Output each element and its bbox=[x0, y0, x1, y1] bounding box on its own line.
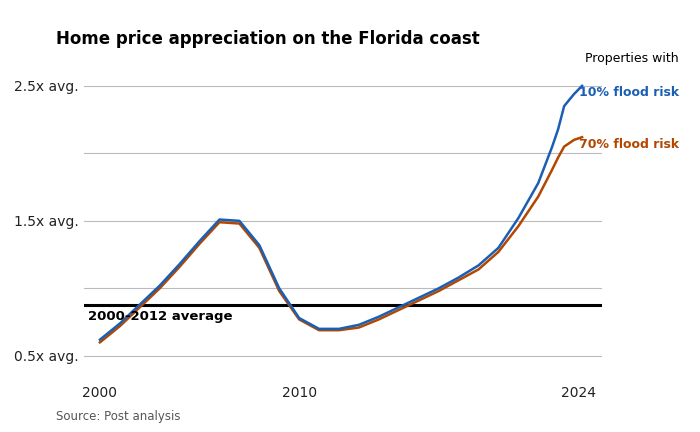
Text: Properties with: Properties with bbox=[585, 52, 679, 65]
Text: 10% flood risk: 10% flood risk bbox=[579, 86, 679, 99]
Text: Source: Post analysis: Source: Post analysis bbox=[56, 410, 181, 423]
Text: 70% flood risk: 70% flood risk bbox=[579, 138, 679, 151]
Text: Home price appreciation on the Florida coast: Home price appreciation on the Florida c… bbox=[56, 30, 480, 48]
Text: 2000-2012 average: 2000-2012 average bbox=[88, 310, 232, 323]
